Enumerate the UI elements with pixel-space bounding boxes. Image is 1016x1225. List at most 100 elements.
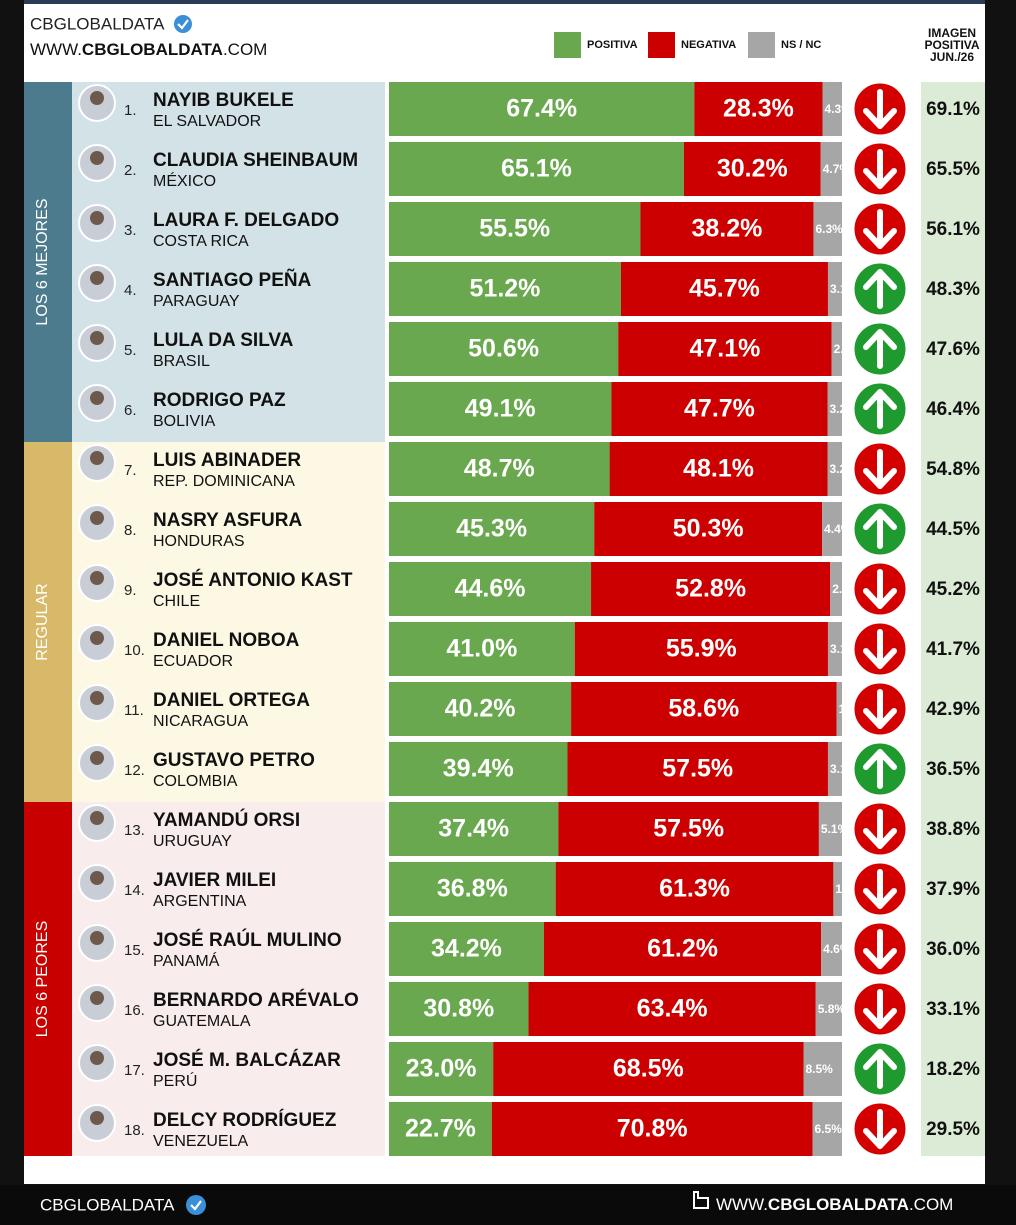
- bar-segment: [831, 322, 842, 376]
- country: ARGENTINA: [153, 893, 247, 910]
- rank: 17.: [124, 1062, 145, 1079]
- legend-swatch: [554, 32, 581, 58]
- rank: 1.: [124, 102, 137, 119]
- group-label: LOS 6 PEORES: [34, 921, 51, 1038]
- bar-value-label: 6.5%: [815, 1122, 843, 1136]
- avatar-head: [90, 691, 104, 705]
- group-background: [72, 82, 385, 442]
- trend-arrow: [863, 389, 897, 429]
- bar-value-label: 50.3%: [673, 515, 744, 543]
- country: COLOMBIA: [153, 773, 238, 790]
- bar-segment: [611, 382, 828, 436]
- bar-value-label: 3.1%: [830, 642, 858, 656]
- previous-title: JUN./26: [930, 50, 974, 64]
- trend-arrow: [863, 809, 897, 849]
- bar-value-label: 47.1%: [689, 335, 760, 363]
- trend-arrow: [863, 629, 897, 669]
- bar-value-label: 5.8%: [818, 1002, 846, 1016]
- country: BOLIVIA: [153, 413, 216, 430]
- bar-value-label: 55.9%: [666, 635, 737, 663]
- previous-value: 48.3%: [926, 279, 980, 300]
- previous-value: 29.5%: [926, 1119, 980, 1140]
- leader-name: BERNARDO ARÉVALO: [153, 989, 359, 1011]
- group-label: REGULAR: [34, 583, 51, 660]
- bar-value-label: 6.3%: [815, 222, 843, 236]
- country: GUATEMALA: [153, 1013, 251, 1030]
- bar-value-label: 3.2%: [830, 462, 858, 476]
- bar-segment: [389, 1042, 494, 1096]
- bar-value-label: 67.4%: [506, 95, 577, 123]
- previous-value: 54.8%: [926, 459, 980, 480]
- bar-value-label: 30.2%: [717, 155, 788, 183]
- verified-check: [190, 1200, 202, 1211]
- bar-value-label: 28.3%: [723, 95, 794, 123]
- avatar-head: [90, 631, 104, 645]
- leader-name: CLAUDIA SHEINBAUM: [153, 150, 358, 171]
- bar-segment: [493, 1042, 804, 1096]
- leader-name: JAVIER MILEI: [153, 870, 276, 891]
- rank: 15.: [124, 942, 145, 959]
- trend-arrow: [863, 989, 897, 1029]
- bar-value-label: 37.4%: [438, 815, 509, 843]
- group-band: [24, 802, 72, 1156]
- bar-value-label: 70.8%: [617, 1115, 688, 1143]
- bar-segment: [389, 742, 568, 796]
- avatar-head: [90, 271, 104, 285]
- avatar-head: [90, 451, 104, 465]
- leader-name: RODRIGO PAZ: [153, 390, 286, 411]
- avatar-head: [90, 211, 104, 225]
- avatar-head: [90, 871, 104, 885]
- country: VENEZUELA: [153, 1133, 248, 1150]
- bar-segment: [389, 202, 641, 256]
- rank: 12.: [124, 762, 145, 779]
- trend-arrow: [863, 1049, 897, 1089]
- legend-label: POSITIVA: [587, 39, 638, 51]
- bar-segment: [618, 322, 832, 376]
- bar-value-label: 4.6%: [823, 942, 851, 956]
- bar-segment: [640, 202, 814, 256]
- bar-value-label: 3.1%: [830, 282, 858, 296]
- website: WWW.CBGLOBALDATA.COM: [30, 40, 267, 59]
- leader-name: DANIEL NOBOA: [153, 630, 300, 651]
- group-background: [72, 442, 385, 802]
- previous-value: 65.5%: [926, 159, 980, 180]
- avatar-head: [90, 811, 104, 825]
- previous-value: 46.4%: [926, 399, 980, 420]
- bar-segment: [389, 562, 592, 616]
- trend-arrow: [863, 269, 897, 309]
- previous-title: POSITIVA: [924, 38, 979, 52]
- rank: 18.: [124, 1122, 145, 1139]
- previous-value: 36.0%: [926, 939, 980, 960]
- bar-value-label: 47.7%: [684, 395, 755, 423]
- bar-value-label: 30.8%: [423, 995, 494, 1023]
- bar-segment: [822, 82, 842, 136]
- bar-value-label: 58.6%: [668, 695, 739, 723]
- bar-value-label: 48.1%: [683, 455, 754, 483]
- leader-name: GUSTAVO PETRO: [153, 750, 315, 771]
- bar-value-label: 3.2%: [830, 402, 858, 416]
- country: MÉXICO: [153, 171, 216, 190]
- bar-segment: [591, 562, 831, 616]
- bar-value-label: 36.8%: [437, 875, 508, 903]
- trend-arrow: [863, 1109, 897, 1149]
- bar-segment: [827, 742, 842, 796]
- previous-value: 44.5%: [926, 519, 980, 540]
- website-part: CBGLOBALDATA: [82, 40, 223, 59]
- bar-segment: [683, 142, 821, 196]
- leader-name: DELCY RODRÍGUEZ: [153, 1109, 337, 1131]
- bar-value-label: 5.1%: [821, 822, 849, 836]
- bar-segment: [389, 262, 621, 316]
- rank: 9.: [124, 582, 137, 599]
- rank: 2.: [124, 162, 137, 179]
- bar-segment: [389, 1102, 492, 1156]
- bar-value-label: 1.9%: [835, 882, 863, 896]
- bar-segment: [818, 802, 842, 856]
- avatar-head: [90, 1051, 104, 1065]
- rank: 8.: [124, 522, 137, 539]
- country: BRASIL: [153, 353, 210, 370]
- bar-segment: [812, 1102, 842, 1156]
- bar-value-label: 61.3%: [659, 875, 730, 903]
- rank: 14.: [124, 882, 145, 899]
- previous-value: 38.8%: [926, 819, 980, 840]
- pointer-icon: [693, 1191, 709, 1209]
